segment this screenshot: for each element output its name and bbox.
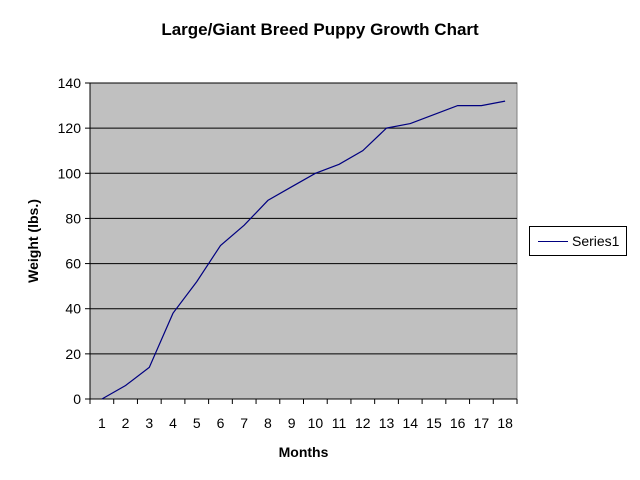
x-tick-label-1: 1: [98, 415, 106, 431]
x-tick-label-12: 12: [355, 415, 371, 431]
y-tick-labels: 0 20 40 60 80 100 120 140: [58, 75, 82, 407]
x-tick-label-2: 2: [122, 415, 130, 431]
y-tick-label-140: 140: [58, 75, 82, 91]
y-tick-label-0: 0: [73, 391, 81, 407]
legend-swatch-series1: [538, 241, 568, 242]
y-tick-label-80: 80: [65, 210, 81, 226]
x-tick-label-10: 10: [308, 415, 324, 431]
x-tick-label-15: 15: [426, 415, 442, 431]
y-axis-title: Weight (lbs.): [25, 199, 41, 283]
x-tick-label-9: 9: [288, 415, 296, 431]
x-tick-label-14: 14: [402, 415, 418, 431]
x-tick-label-5: 5: [193, 415, 201, 431]
x-tick-labels: 1 2 3 4 5 6 7 8 9 10 11 12 13 14 15 16 17 18: [98, 415, 513, 431]
x-tick-label-7: 7: [240, 415, 248, 431]
y-tick-label-120: 120: [58, 120, 82, 136]
x-axis-title: Months: [279, 444, 329, 460]
y-tick-label-100: 100: [58, 165, 82, 181]
axes: [89, 83, 518, 404]
x-tick-label-4: 4: [169, 415, 177, 431]
legend-label-series1: Series1: [572, 233, 620, 249]
legend: Series1: [529, 226, 627, 256]
plot-area: [89, 82, 518, 400]
y-tick-label-40: 40: [65, 301, 81, 317]
x-tick-label-6: 6: [217, 415, 225, 431]
gridlines: [85, 82, 517, 400]
y-tick-label-60: 60: [65, 256, 81, 272]
x-tick-label-13: 13: [379, 415, 395, 431]
x-tick-label-18: 18: [497, 415, 513, 431]
data-points: [101, 101, 506, 400]
series-line-series1: [101, 100, 506, 400]
x-tick-label-16: 16: [450, 415, 466, 431]
x-tick-label-8: 8: [264, 415, 272, 431]
chart-title: Large/Giant Breed Puppy Growth Chart: [161, 20, 479, 39]
y-tick-label-20: 20: [65, 346, 81, 362]
x-tick-label-3: 3: [145, 415, 153, 431]
x-tick-label-17: 17: [474, 415, 490, 431]
x-tick-label-11: 11: [332, 415, 347, 431]
